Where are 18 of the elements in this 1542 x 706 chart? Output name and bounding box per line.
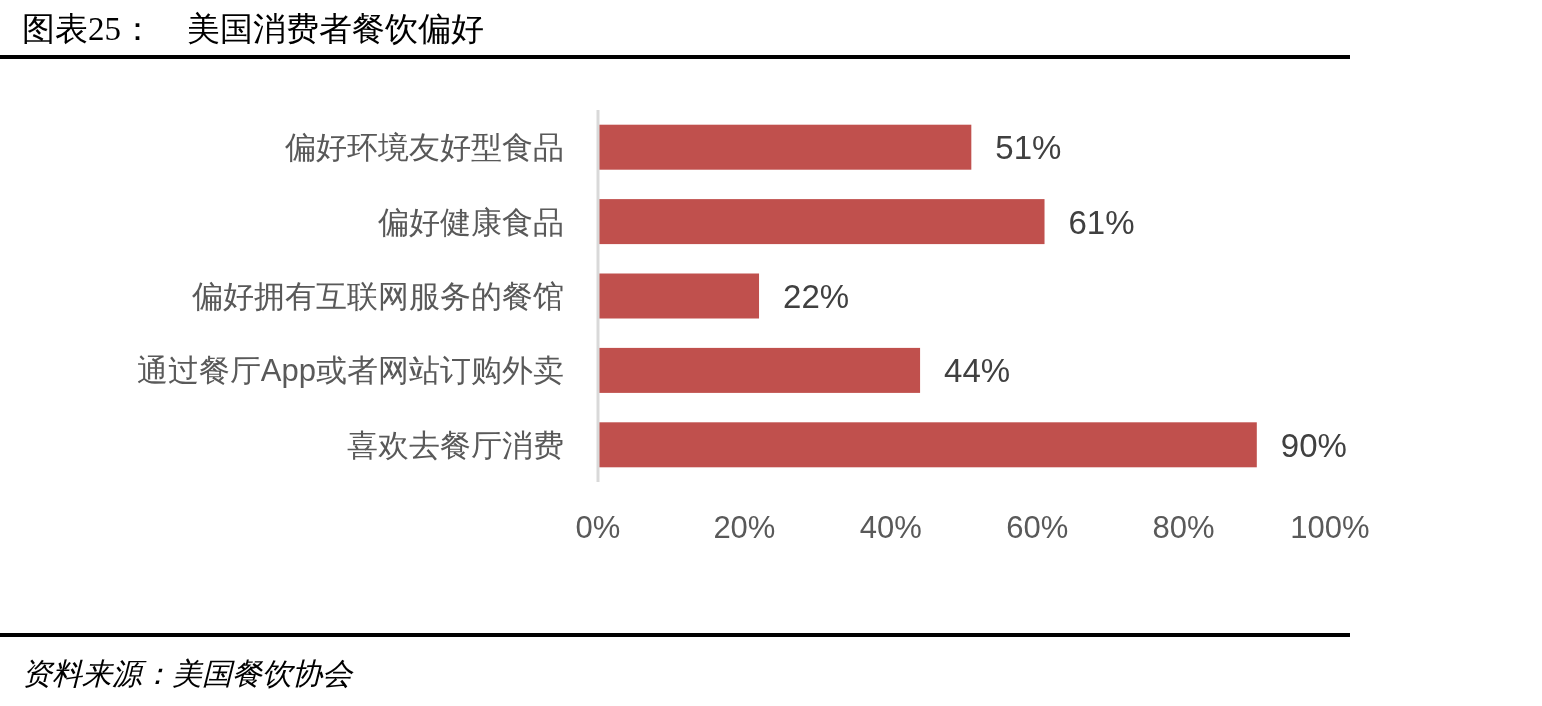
y-tick-label: 偏好拥有互联网服务的餐馆 xyxy=(192,279,564,314)
x-tick-label: 60% xyxy=(1006,510,1069,545)
y-tick-label: 偏好环境友好型食品 xyxy=(285,130,564,166)
x-tick-label: 40% xyxy=(859,510,922,545)
data-label: 90% xyxy=(1280,426,1347,464)
y-tick-label: 喜欢去餐厅消费 xyxy=(347,427,564,463)
y-tick-label: 偏好健康食品 xyxy=(378,204,564,240)
x-tick-label: 20% xyxy=(713,510,776,545)
data-label: 61% xyxy=(1068,203,1135,241)
x-tick-label: 80% xyxy=(1152,510,1215,545)
text: 资料来源：美国餐饮协会 xyxy=(22,657,354,690)
x-tick-label: 100% xyxy=(1290,510,1370,545)
x-tick-label: 0% xyxy=(575,510,621,545)
y-tick-label: 通过餐厅App或者网站订购外卖 xyxy=(136,353,564,389)
data-label: 22% xyxy=(783,278,850,315)
data-label: 51% xyxy=(995,129,1062,167)
text: 图表25： 美国消费者餐饮偏好 xyxy=(22,11,484,47)
data-label: 44% xyxy=(944,352,1011,390)
